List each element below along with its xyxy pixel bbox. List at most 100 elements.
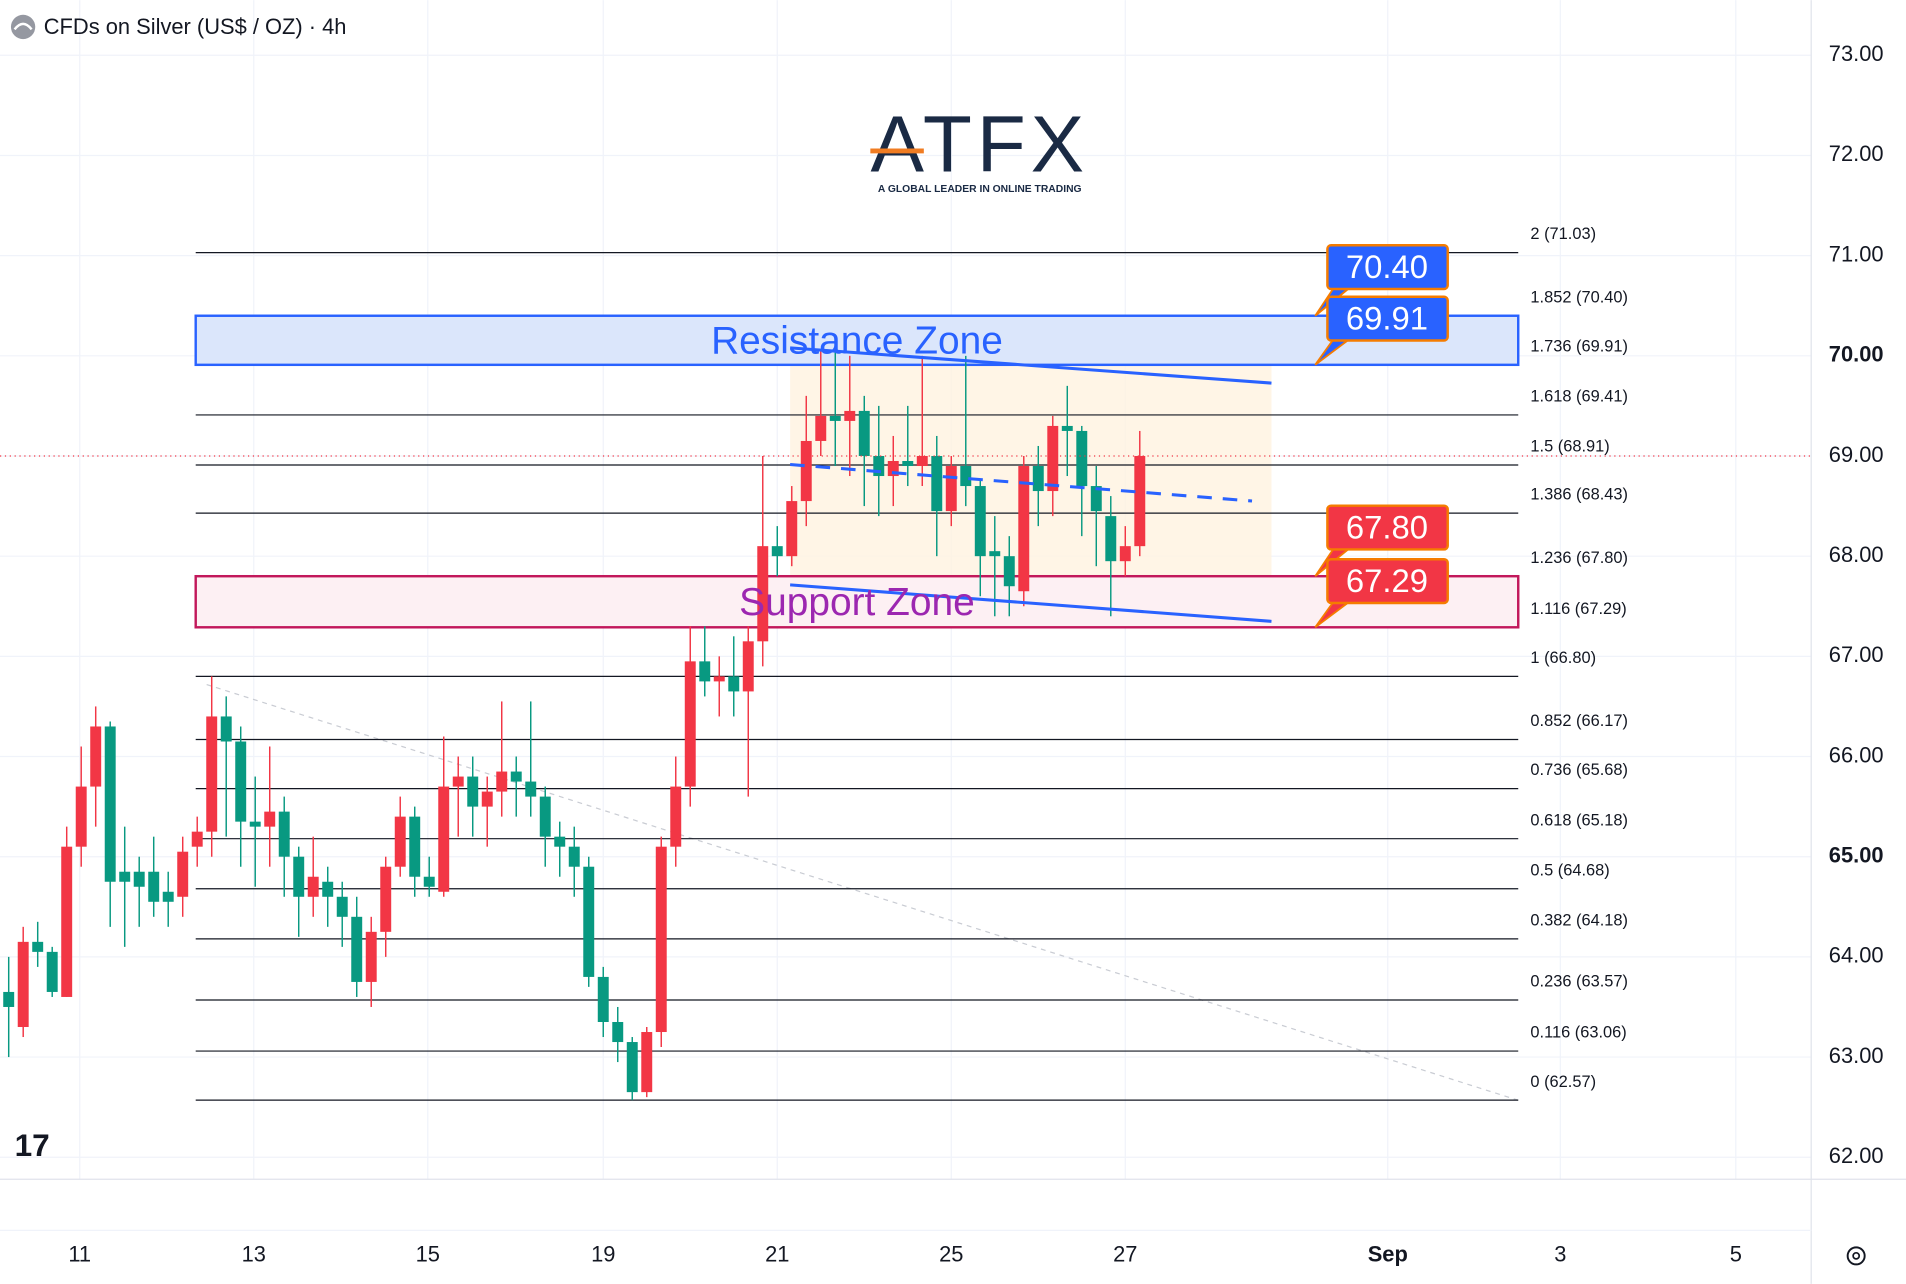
candle-body [858,410,870,456]
candle-body [568,846,580,867]
candle-body [61,846,73,997]
candle-body [351,916,363,982]
fib-label: 0.736 (65.68) [1530,761,1628,779]
y-tick-label: 71.00 [1829,241,1884,266]
fib-label: 0.618 (65.18) [1530,811,1628,829]
fib-label: 0.116 (63.06) [1530,1024,1626,1042]
x-tick-label: 3 [1554,1242,1566,1267]
channel-bottom [790,583,1272,623]
candle-body [887,461,899,477]
zone-layer [194,314,1520,629]
candle-body [1003,556,1015,587]
candle-body [728,676,740,692]
price-tag-label: 67.80 [1346,509,1428,546]
candle-body [365,931,377,982]
zone-name: Support Zone [739,581,975,624]
fib-label: 0.5 (64.68) [1530,861,1609,879]
candle-body [162,891,174,902]
candle-body [612,1021,624,1043]
candle-body [844,410,856,421]
price-tag-label: 69.91 [1346,300,1428,337]
fib-label: 2 (71.03) [1530,225,1596,243]
y-tick-label: 65.00 [1829,842,1884,867]
settings-icon[interactable] [1846,1246,1866,1266]
candle-body [974,486,986,557]
candle-body [989,551,1001,557]
candle-body [380,866,392,932]
zone [194,314,1520,367]
candle-body [815,415,827,441]
candle-body [641,1032,653,1093]
candle-body [1018,466,1030,592]
candle-body [525,781,537,797]
tv-logo[interactable]: 17 [15,1127,50,1163]
candle-body [1032,466,1044,492]
price-tag-label: 67.29 [1346,562,1428,599]
candle-body [1105,516,1117,562]
x-tick-label: 27 [1113,1242,1137,1267]
fib-label: 0.852 (66.17) [1530,712,1628,730]
candle-body [902,461,914,467]
candle-body [554,836,566,847]
candle-body [119,871,131,882]
zone-text-layer: Resistance Zone 70.40 69.91 Support Zone 67.… [711,244,1449,629]
x-tick-label: 21 [765,1242,789,1267]
candle-body [1090,486,1102,512]
candle-body [873,455,885,477]
x-tick-label: 5 [1730,1242,1742,1267]
candle-body [655,846,667,1033]
candle-body [583,866,595,977]
y-tick-label: 68.00 [1829,542,1884,567]
candle-body [148,871,160,902]
x-tick-label: 19 [591,1242,615,1267]
candle-body [394,816,406,867]
x-tick-label: Sep [1368,1242,1408,1267]
fib-label: 1.386 (68.43) [1530,486,1628,504]
candle-body [1047,425,1059,492]
candle-body [322,881,334,897]
candle-body [800,440,812,502]
candle-body [945,466,957,512]
candle-body [510,771,522,782]
symbol-title[interactable]: CFDs on Silver (US$ / OZ) · 4h [44,14,347,39]
symbol-icon-mark [13,22,33,31]
candle-body [177,851,189,897]
price-tag [1326,504,1449,551]
candle-body [206,716,218,832]
fib-label: 1.5 (68.91) [1530,438,1609,456]
fib-label: 1.736 (69.91) [1530,337,1628,355]
candle-body [699,661,711,682]
candle-body [438,786,450,892]
channel-top [790,346,1272,385]
x-tick-label: 11 [68,1242,91,1267]
candle-body [249,821,261,827]
candle-body [409,816,421,877]
candle-body [1061,425,1073,431]
logo-tagline: A GLOBAL LEADER IN ONLINE TRADING [878,184,1082,195]
candle-body [1119,546,1131,562]
candle-layer [0,345,1812,1101]
candle-body [757,546,769,642]
candle-body [46,951,58,992]
channel-mid [789,463,1253,503]
candle-body [496,771,508,792]
candle-body [336,896,348,917]
fib-label: 0 (62.57) [1530,1073,1596,1091]
candle-body [713,676,725,682]
price-tag [1326,295,1449,342]
y-tick-label: 62.00 [1829,1143,1884,1168]
y-tick-label: 63.00 [1829,1043,1884,1068]
candle-body [597,976,609,1022]
fib-label: 1 (66.80) [1530,649,1596,667]
candle-body [539,796,551,837]
fib-label: 0.236 (63.57) [1530,973,1628,991]
candle-body [916,455,928,467]
candle-body [786,501,798,557]
candle-body [742,641,754,692]
y-tick-label: 72.00 [1829,141,1884,166]
price-tag-label: 70.40 [1346,248,1428,285]
fib-label: 1.116 (67.29) [1530,600,1626,618]
